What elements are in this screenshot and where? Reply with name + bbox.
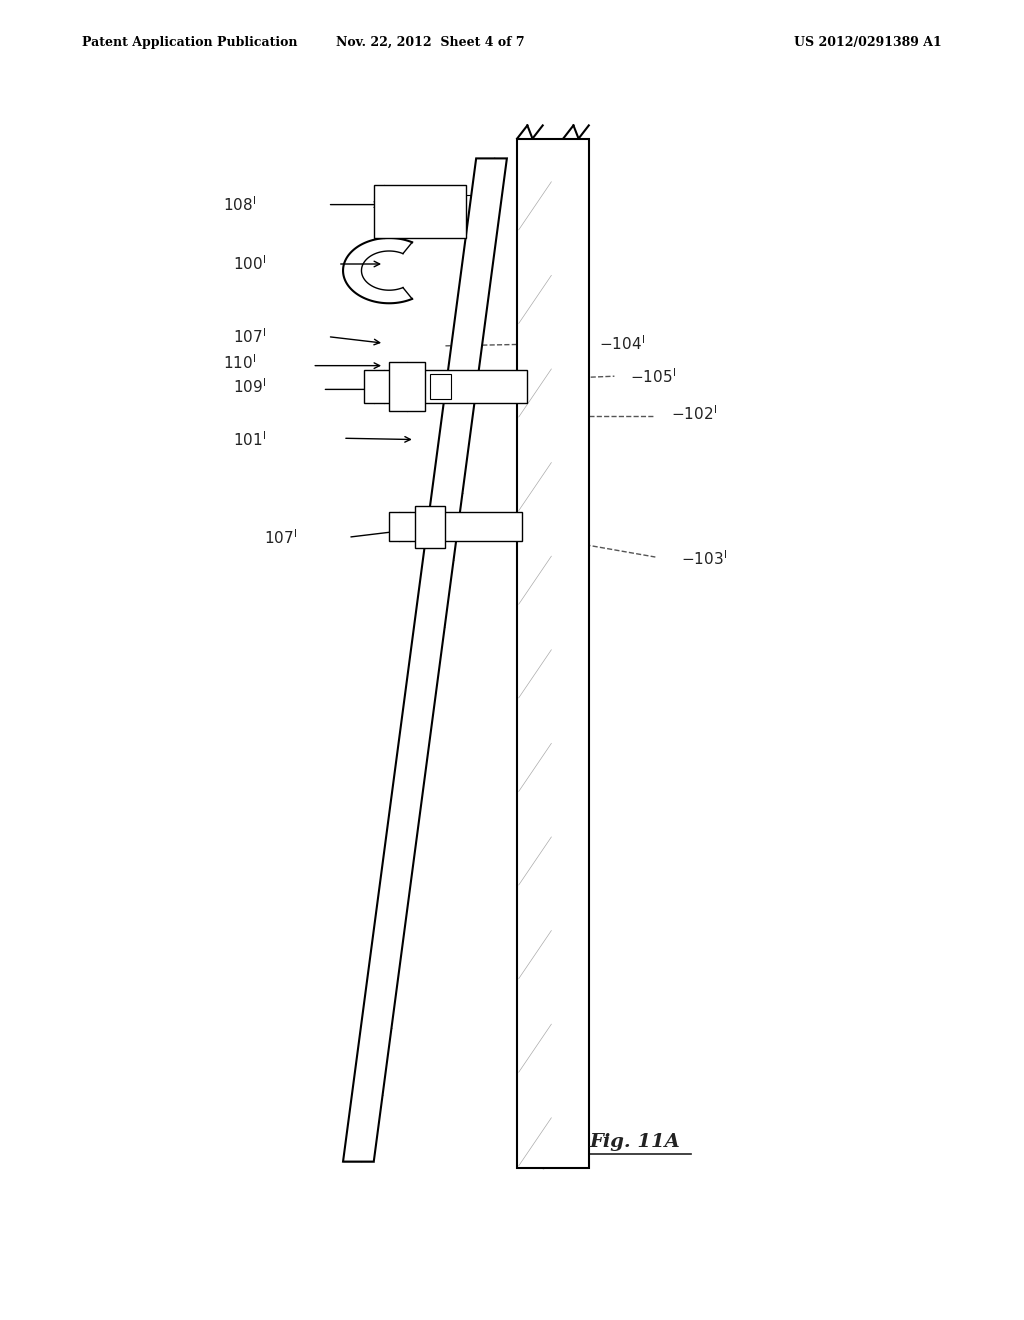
Text: $-104^{\mathsf{I}}$: $-104^{\mathsf{I}}$: [599, 334, 645, 352]
Text: $108^{\mathsf{I}}$: $108^{\mathsf{I}}$: [223, 195, 256, 214]
Text: Patent Application Publication: Patent Application Publication: [82, 36, 297, 49]
Text: $-102^{\mathsf{I}}$: $-102^{\mathsf{I}}$: [671, 404, 717, 422]
Text: $-105^{\mathsf{I}}$: $-105^{\mathsf{I}}$: [630, 367, 676, 385]
Polygon shape: [517, 139, 589, 1168]
Polygon shape: [389, 512, 522, 541]
Text: $107^{\mathsf{I}}$: $107^{\mathsf{I}}$: [264, 528, 297, 546]
Polygon shape: [364, 370, 527, 403]
Text: US 2012/0291389 A1: US 2012/0291389 A1: [795, 36, 942, 49]
Text: $101^{\mathsf{I}}$: $101^{\mathsf{I}}$: [233, 430, 266, 449]
Text: Nov. 22, 2012  Sheet 4 of 7: Nov. 22, 2012 Sheet 4 of 7: [336, 36, 524, 49]
Text: $109^{\mathsf{I}}$: $109^{\mathsf{I}}$: [233, 378, 266, 396]
Polygon shape: [374, 185, 466, 238]
Polygon shape: [430, 374, 451, 399]
Text: Fig. 11A: Fig. 11A: [590, 1133, 680, 1151]
Text: $107^{\mathsf{I}}$: $107^{\mathsf{I}}$: [233, 327, 266, 346]
Polygon shape: [343, 158, 507, 1162]
Polygon shape: [415, 506, 445, 548]
Text: $100^{\mathsf{I}}$: $100^{\mathsf{I}}$: [233, 255, 266, 273]
Polygon shape: [389, 362, 425, 411]
Text: $-103^{\mathsf{I}}$: $-103^{\mathsf{I}}$: [681, 549, 727, 568]
Text: $110^{\mathsf{I}}$: $110^{\mathsf{I}}$: [223, 354, 256, 372]
